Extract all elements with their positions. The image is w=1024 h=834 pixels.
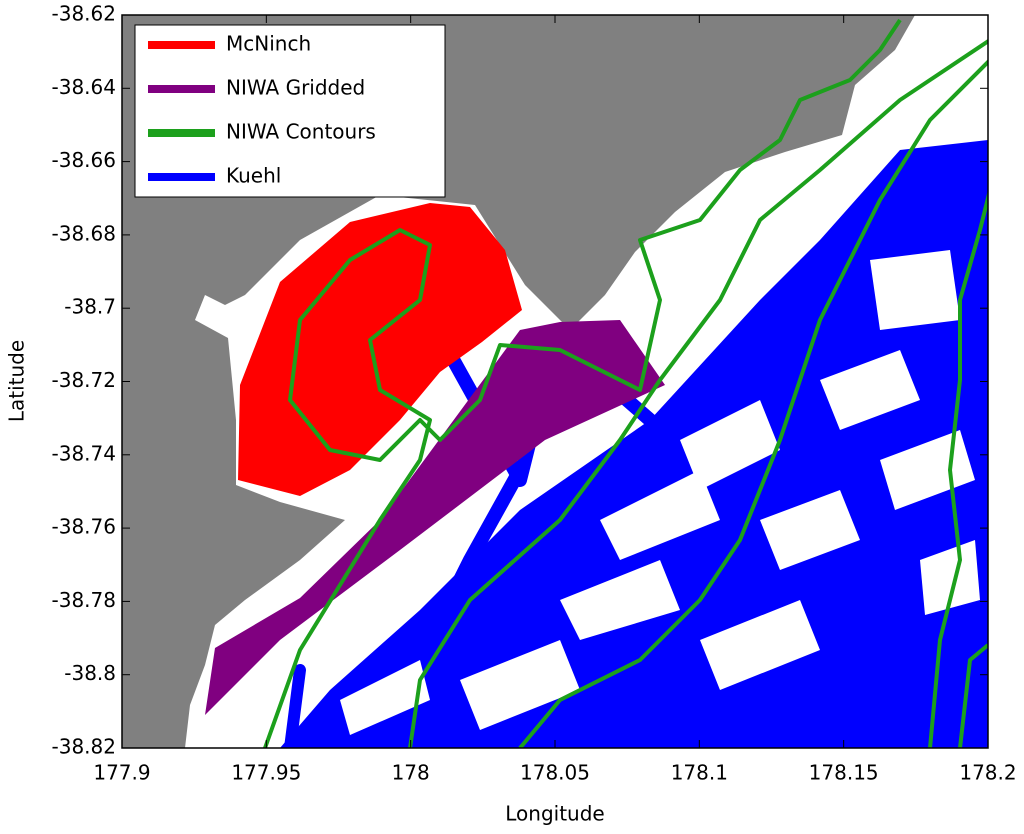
- y-tick-label: -38.72: [52, 368, 116, 392]
- y-tick-label: -38.74: [52, 441, 116, 465]
- x-tick-label: 178: [392, 761, 430, 785]
- y-tick-label: -38.64: [52, 75, 116, 99]
- x-tick-label: 177.9: [93, 761, 150, 785]
- y-tick-label: -38.62: [52, 2, 116, 26]
- niwa-gridded-coverage: [205, 320, 665, 715]
- legend-label: NIWA Gridded: [226, 76, 365, 100]
- legend-label: NIWA Contours: [226, 120, 376, 144]
- niwa-contours: [263, 18, 988, 748]
- y-tick-label: -38.7: [64, 295, 116, 319]
- legend-label: Kuehl: [226, 164, 281, 188]
- y-tick-label: -38.66: [52, 148, 116, 172]
- x-tick-label: 178.05: [520, 761, 590, 785]
- legend-box: [134, 24, 446, 198]
- y-axis-label: Latitude: [5, 340, 29, 422]
- x-axis-label: Longitude: [505, 802, 604, 826]
- legend: McNinch NIWA Gridded NIWA Contours Kuehl: [134, 24, 446, 198]
- x-tick-label: 178.15: [809, 761, 879, 785]
- x-tick-label: 178.2: [959, 761, 1016, 785]
- x-tick-label: 178.1: [671, 761, 728, 785]
- map-layers: [122, 15, 988, 748]
- y-tick-label: -38.78: [52, 588, 116, 612]
- y-tick-label: -38.76: [52, 515, 116, 539]
- land: [122, 15, 915, 748]
- y-tick-label: -38.8: [64, 661, 116, 685]
- x-tick-label: 177.95: [231, 761, 301, 785]
- y-tick-label: -38.82: [52, 735, 116, 759]
- legend-label: McNinch: [226, 32, 311, 56]
- y-tick-label: -38.68: [52, 221, 116, 245]
